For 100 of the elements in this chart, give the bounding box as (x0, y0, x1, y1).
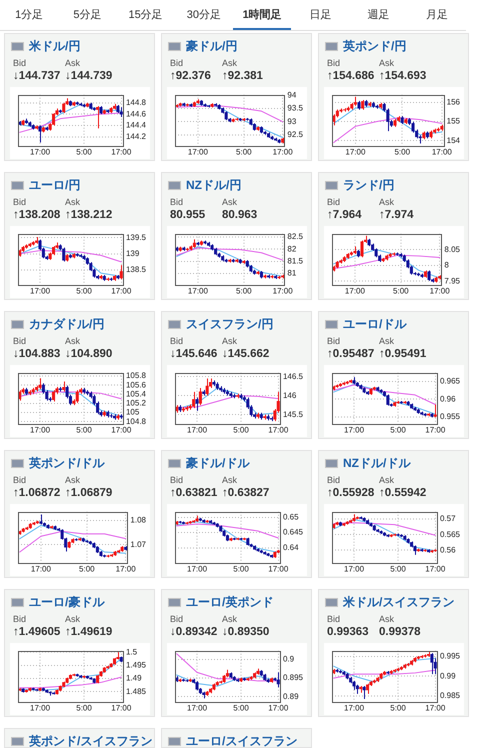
x-tick-label: 5:00 (233, 703, 250, 712)
text: ↑7.964 (327, 209, 363, 221)
text: ↑154.693 (379, 70, 426, 82)
text: Ask (65, 614, 82, 624)
text: 1分足 (14, 8, 44, 23)
y-tick-label: 138.5 (126, 265, 147, 274)
chart-title: 米ドル/円 (29, 38, 80, 55)
text: ↑1.06872 (13, 487, 62, 499)
text: Ask (65, 336, 82, 346)
y-tick-label: 0.57 (440, 514, 456, 524)
chart-title: NZドル/ドル (343, 455, 410, 472)
x-tick-label: 5:00 (390, 564, 406, 574)
text: 80.963 (222, 209, 258, 221)
text: ↓0.89350 (222, 626, 270, 638)
x-tick-label: 5:00 (76, 703, 92, 712)
candlestick (346, 380, 349, 385)
y-tick-label: 144.6 (126, 109, 147, 118)
text: ↑138.212 (65, 209, 112, 221)
chart-title: ユーロ/英ポンド (186, 594, 274, 611)
x-tick-label: 17:00 (188, 286, 208, 296)
x-tick-label: 17:00 (425, 425, 446, 434)
text: Ask (222, 197, 238, 207)
y-tick-label: 144.2 (126, 132, 147, 142)
x-tick-label: 17:00 (30, 564, 52, 574)
text: ↑92.376 (170, 70, 212, 82)
y-tick-label: 0.995 (440, 652, 461, 661)
y-tick-label: 1.07 (130, 540, 147, 549)
text: 週足 (366, 8, 391, 23)
y-tick-label: 1.5 (126, 647, 138, 656)
x-tick-label: 5:00 (236, 147, 252, 156)
y-tick-label: 82.5 (287, 232, 304, 242)
x-tick-label: 5:00 (233, 564, 250, 574)
x-tick-label: 17:00 (345, 147, 366, 156)
y-tick-label: 93 (287, 116, 297, 126)
chart-title: 米ドル/スイスフラン (343, 594, 454, 611)
text: Ask (379, 475, 396, 485)
text: Ask (65, 58, 82, 68)
candlestick (263, 414, 266, 420)
x-tick-label: 5:00 (76, 425, 92, 434)
x-tick-label: 17:00 (188, 147, 208, 156)
text: Ask (222, 58, 238, 68)
y-tick-label: 0.89 (282, 692, 300, 701)
y-tick-label: 0.96 (440, 394, 456, 404)
y-tick-label: 1.495 (126, 660, 147, 670)
y-tick-label: 105.6 (126, 380, 147, 390)
text: Bid (327, 475, 342, 485)
x-tick-label: 17:00 (30, 425, 51, 434)
text: 0.99378 (379, 626, 421, 638)
y-tick-label: 1.49 (126, 674, 142, 683)
chart-title: ユーロ/豪ドル (29, 594, 104, 611)
y-tick-label: 81.5 (287, 256, 304, 266)
text: Bid (327, 614, 342, 624)
x-tick-label: 17:00 (30, 703, 51, 712)
text: 日足 (308, 8, 332, 23)
text: ↑1.06879 (65, 487, 112, 499)
y-tick-label: 7.95 (444, 276, 461, 286)
text: ↓145.662 (222, 348, 270, 360)
x-tick-label: 17:00 (268, 425, 289, 434)
text: 80.955 (170, 209, 206, 221)
y-tick-label: 145.5 (282, 410, 304, 419)
text: 0.99363 (327, 626, 370, 638)
y-tick-label: 105.8 (126, 371, 147, 380)
text: Bid (170, 614, 184, 624)
text: Ask (379, 58, 396, 68)
text: ↓104.890 (65, 348, 112, 360)
chart-title: 英ポンド/ドル (29, 455, 104, 472)
x-tick-label: 5:00 (233, 425, 250, 434)
y-tick-label: 82 (287, 244, 297, 254)
y-tick-label: 0.99 (440, 671, 456, 680)
x-tick-label: 17:00 (272, 286, 294, 296)
text: Bid (327, 58, 342, 68)
x-tick-label: 17:00 (425, 564, 446, 574)
text: ↑0.55928 (327, 487, 376, 499)
x-tick-label: 5:00 (390, 425, 406, 434)
text: Bid (170, 58, 184, 68)
x-tick-label: 17:00 (272, 147, 294, 156)
candlestick (388, 252, 392, 258)
text: Bid (13, 58, 28, 68)
text: Bid (13, 336, 28, 346)
y-tick-label: 0.955 (440, 412, 461, 422)
text: Bid (327, 197, 342, 207)
text: 英ポンド/スイスフラン (29, 733, 152, 748)
x-tick-label: 17:00 (344, 286, 366, 296)
y-tick-label: 155 (446, 116, 461, 126)
text: ↑1.49605 (13, 626, 62, 638)
y-tick-label: 146 (282, 390, 297, 400)
candlestick (390, 670, 393, 675)
text: ↓145.646 (170, 348, 218, 360)
text: Bid (13, 475, 28, 485)
y-tick-label: 8.05 (444, 244, 461, 254)
text: Ask (222, 614, 238, 624)
text: Bid (170, 475, 184, 485)
x-tick-label: 5:00 (76, 147, 92, 156)
y-tick-label: 92.5 (287, 130, 304, 140)
text: Bid (170, 336, 184, 346)
y-tick-label: 1.485 (126, 686, 147, 696)
x-tick-label: 17:00 (111, 286, 132, 296)
x-tick-label: 5:00 (390, 703, 406, 712)
y-tick-label: 0.565 (440, 530, 461, 539)
text: 5分足 (72, 8, 102, 23)
